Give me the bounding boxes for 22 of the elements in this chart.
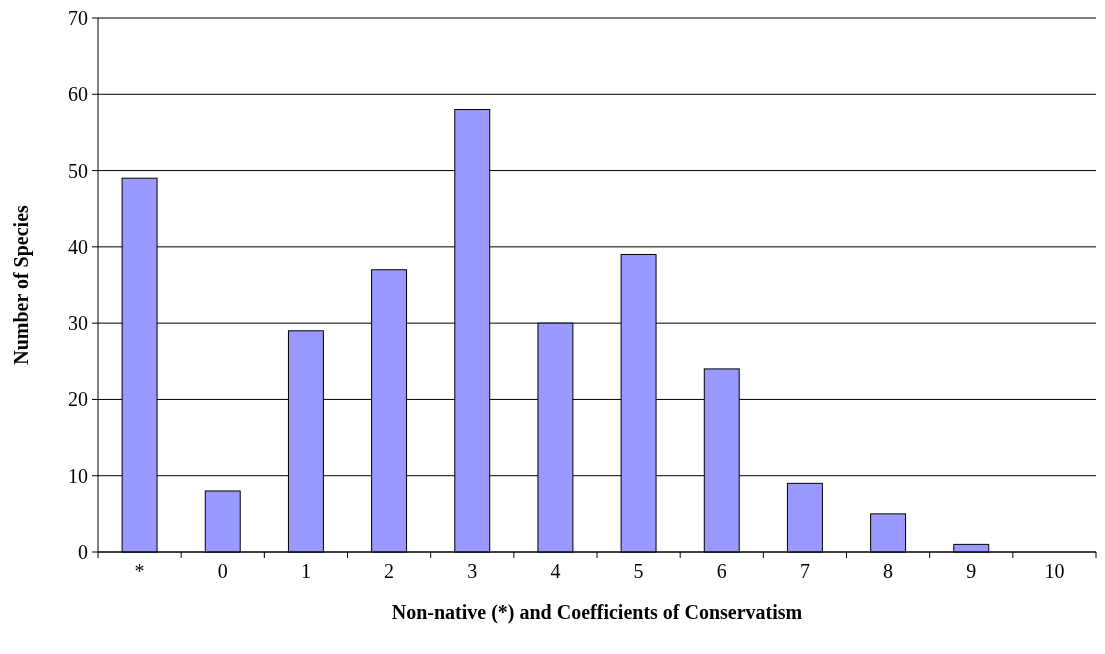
x-tick-label: 3 [467, 560, 478, 582]
y-tick-label: 30 [68, 312, 88, 335]
x-tick-label: 5 [633, 560, 644, 582]
x-tick-label: 2 [384, 560, 395, 582]
x-tick-label: 8 [883, 560, 894, 582]
y-axis-title: Number of Species [10, 204, 33, 365]
x-tick-label: 9 [966, 560, 977, 582]
x-tick-label: * [134, 560, 145, 582]
x-tick-label: 6 [716, 560, 727, 582]
y-tick-label: 20 [68, 388, 88, 411]
x-tick-label: 7 [799, 560, 810, 582]
x-tick-label: 4 [550, 560, 561, 582]
y-tick-label: 50 [68, 159, 88, 182]
x-tick-label: 10 [1044, 560, 1065, 582]
y-tick-label: 60 [68, 83, 88, 106]
y-tick-label: 10 [68, 464, 88, 487]
y-tick-label: 0 [78, 541, 88, 563]
x-tick-label: 0 [217, 560, 228, 582]
x-axis-title: Non-native (*) and Coefficients of Conservatism [391, 601, 803, 624]
x-tick-label: 1 [300, 560, 311, 582]
y-tick-label: 70 [68, 7, 88, 29]
y-tick-label: 40 [68, 235, 88, 258]
